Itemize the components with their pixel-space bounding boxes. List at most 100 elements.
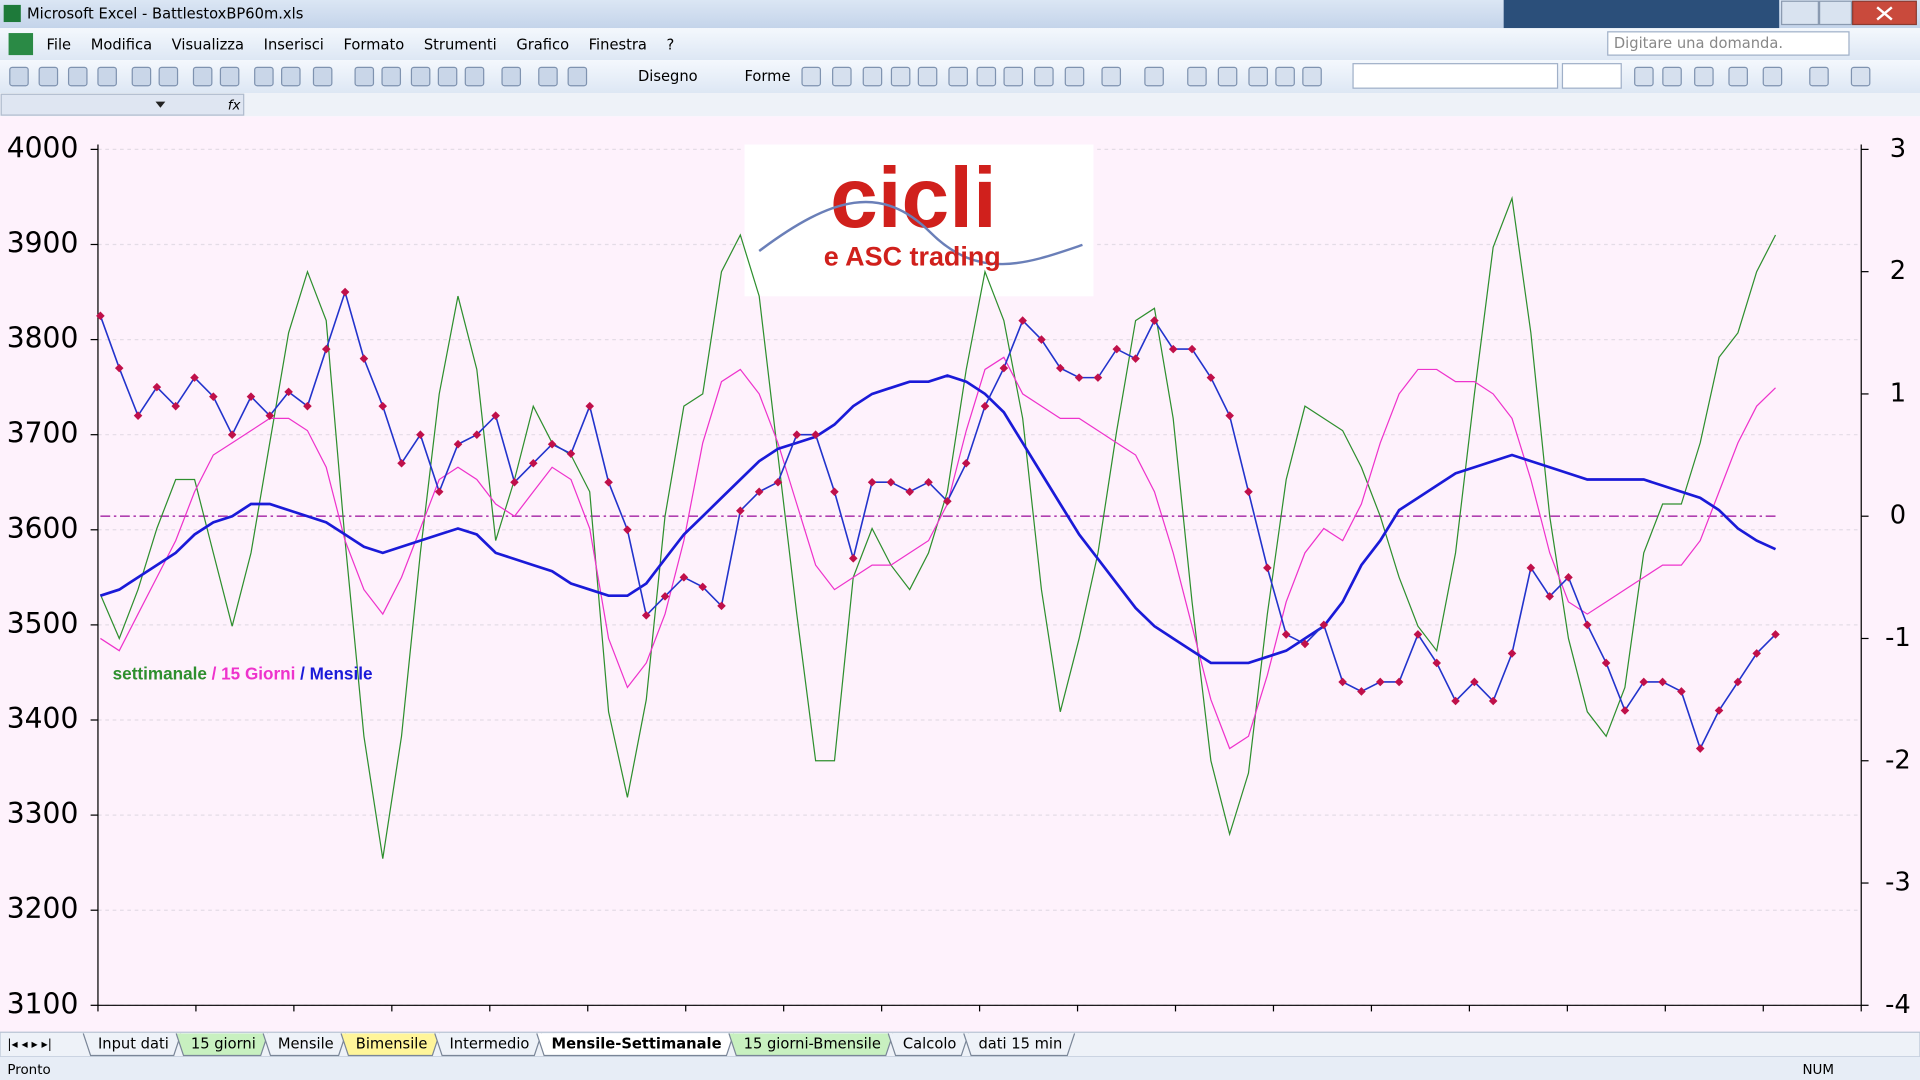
toolbar-button[interactable] [437,66,458,87]
series-line [100,356,1776,750]
help-box[interactable] [1607,31,1850,56]
toolbar-button[interactable] [1728,66,1748,87]
data-point [848,554,858,563]
menu-item[interactable]: Visualizza [172,36,244,53]
toolbar-button[interactable] [219,66,240,87]
data-point [585,401,595,411]
sheet-tab[interactable]: Calcolo [887,1033,970,1057]
toolbar-button[interactable] [281,66,301,87]
menu-item[interactable]: Modifica [91,36,152,53]
tab-label: 15 giorni [191,1035,256,1052]
toolbar-button[interactable] [1187,66,1207,87]
menu-item[interactable]: Formato [343,36,404,53]
name-box[interactable] [0,93,245,116]
toolbar-button[interactable] [1275,66,1295,87]
toolbar-button[interactable] [1101,66,1122,87]
toolbar-button[interactable] [38,66,59,87]
toolbar-button[interactable] [1302,66,1322,87]
sheet-tab[interactable]: Intermedio [434,1033,543,1057]
data-point [679,573,689,582]
maximize-button[interactable] [1818,0,1853,26]
sheet-tab[interactable]: dati 15 min [963,1033,1076,1057]
toolbar-button[interactable] [832,66,852,87]
tab-label: Mensile [278,1035,334,1052]
toolbar-button[interactable] [1634,66,1654,87]
logo-bg [744,144,1094,297]
sheet-tab[interactable]: Mensile [262,1033,347,1057]
sheet-tab[interactable]: Input dati [82,1033,182,1057]
shapes-menu[interactable]: Forme [744,68,790,85]
toolbar-button[interactable] [890,66,911,87]
data-point [1225,411,1234,420]
tab-shape [728,1033,894,1057]
legend-separator: / [207,663,221,683]
toolbar-button[interactable] [1248,66,1268,87]
data-point [905,487,915,497]
window-title: Microsoft Excel - BattlestoxBP60m.xls [27,6,303,23]
toolbar-button[interactable] [192,66,213,87]
toolbar-button[interactable] [1809,66,1829,87]
data-point [660,592,670,601]
toolbar-button[interactable] [538,66,558,87]
toolbar-button[interactable] [1064,66,1085,87]
toolbar-button[interactable] [131,66,152,87]
data-point [265,411,275,420]
menu-item[interactable]: Strumenti [424,36,497,53]
toolbar-button[interactable] [381,66,402,87]
tab-nav[interactable]: |◂ ◂ ▸ ▸| [7,1037,51,1052]
toolbar-button[interactable] [1850,66,1871,87]
menu-item[interactable]: ? [667,36,675,53]
toolbar-button[interactable] [1034,66,1054,87]
toolbar-button[interactable] [1694,66,1714,87]
toolbar-button[interactable] [67,66,88,87]
legend-entry: settimanale [113,663,207,683]
toolbar-button[interactable] [801,66,822,87]
y2-tick-label: -4 [1885,990,1911,1020]
toolbar-button[interactable] [1003,66,1024,87]
legend-separator: / [295,663,309,683]
toolbar-button[interactable] [917,66,938,87]
toolbar-button[interactable] [354,66,375,87]
toolbar-button[interactable] [1144,66,1164,87]
logo-subtitle: e ASC trading [824,241,1001,271]
menu-item[interactable]: Finestra [589,36,647,53]
sheet-tab[interactable]: 15 giorni [175,1033,269,1057]
tab-shape [536,1033,735,1057]
name-box-arrow [155,101,166,108]
formula-bar [0,93,1920,117]
tab-label: dati 15 min [978,1035,1062,1052]
toolbar-button[interactable] [862,66,883,87]
toolbar-button[interactable] [1762,66,1783,87]
draw-menu[interactable]: Disegno [638,68,698,85]
menu-item[interactable]: File [47,36,72,53]
tab-label: Calcolo [903,1035,956,1052]
toolbar-button[interactable] [948,66,968,87]
toolbar-button[interactable] [464,66,485,87]
toolbar-button[interactable] [9,66,29,87]
toolbar-button[interactable] [976,66,997,87]
menu-item[interactable]: Inserisci [264,36,324,53]
toolbar-button[interactable] [97,66,117,87]
toolbar-button[interactable] [1217,66,1238,87]
sheet-tab[interactable]: Bimensile [340,1033,441,1057]
data-point [980,401,990,411]
data-point [359,354,369,363]
sheet-tab[interactable]: Mensile-Settimanale [536,1033,735,1057]
toolbar-button[interactable] [158,66,179,87]
app-icon [3,4,21,23]
size-box[interactable] [1561,63,1622,89]
toolbar-button[interactable] [567,66,588,87]
toolbar-button[interactable] [410,66,431,87]
tab-shape [262,1033,347,1057]
sheet-tab[interactable]: 15 giorni-Bmensile [728,1033,894,1057]
legend-entry: Mensile [310,663,373,683]
toolbar-button[interactable] [501,66,522,87]
minimize-button[interactable] [1781,0,1819,26]
menu-item[interactable]: Grafico [516,36,569,53]
font-box[interactable] [1352,63,1559,89]
toolbar-button[interactable] [1662,66,1682,87]
data-point [453,439,463,449]
toolbar-button[interactable] [254,66,274,87]
sheet-tabs: Input dati 15 giorni Mensile Bimensile Inter… [82,1033,1076,1057]
toolbar-button[interactable] [312,66,333,87]
